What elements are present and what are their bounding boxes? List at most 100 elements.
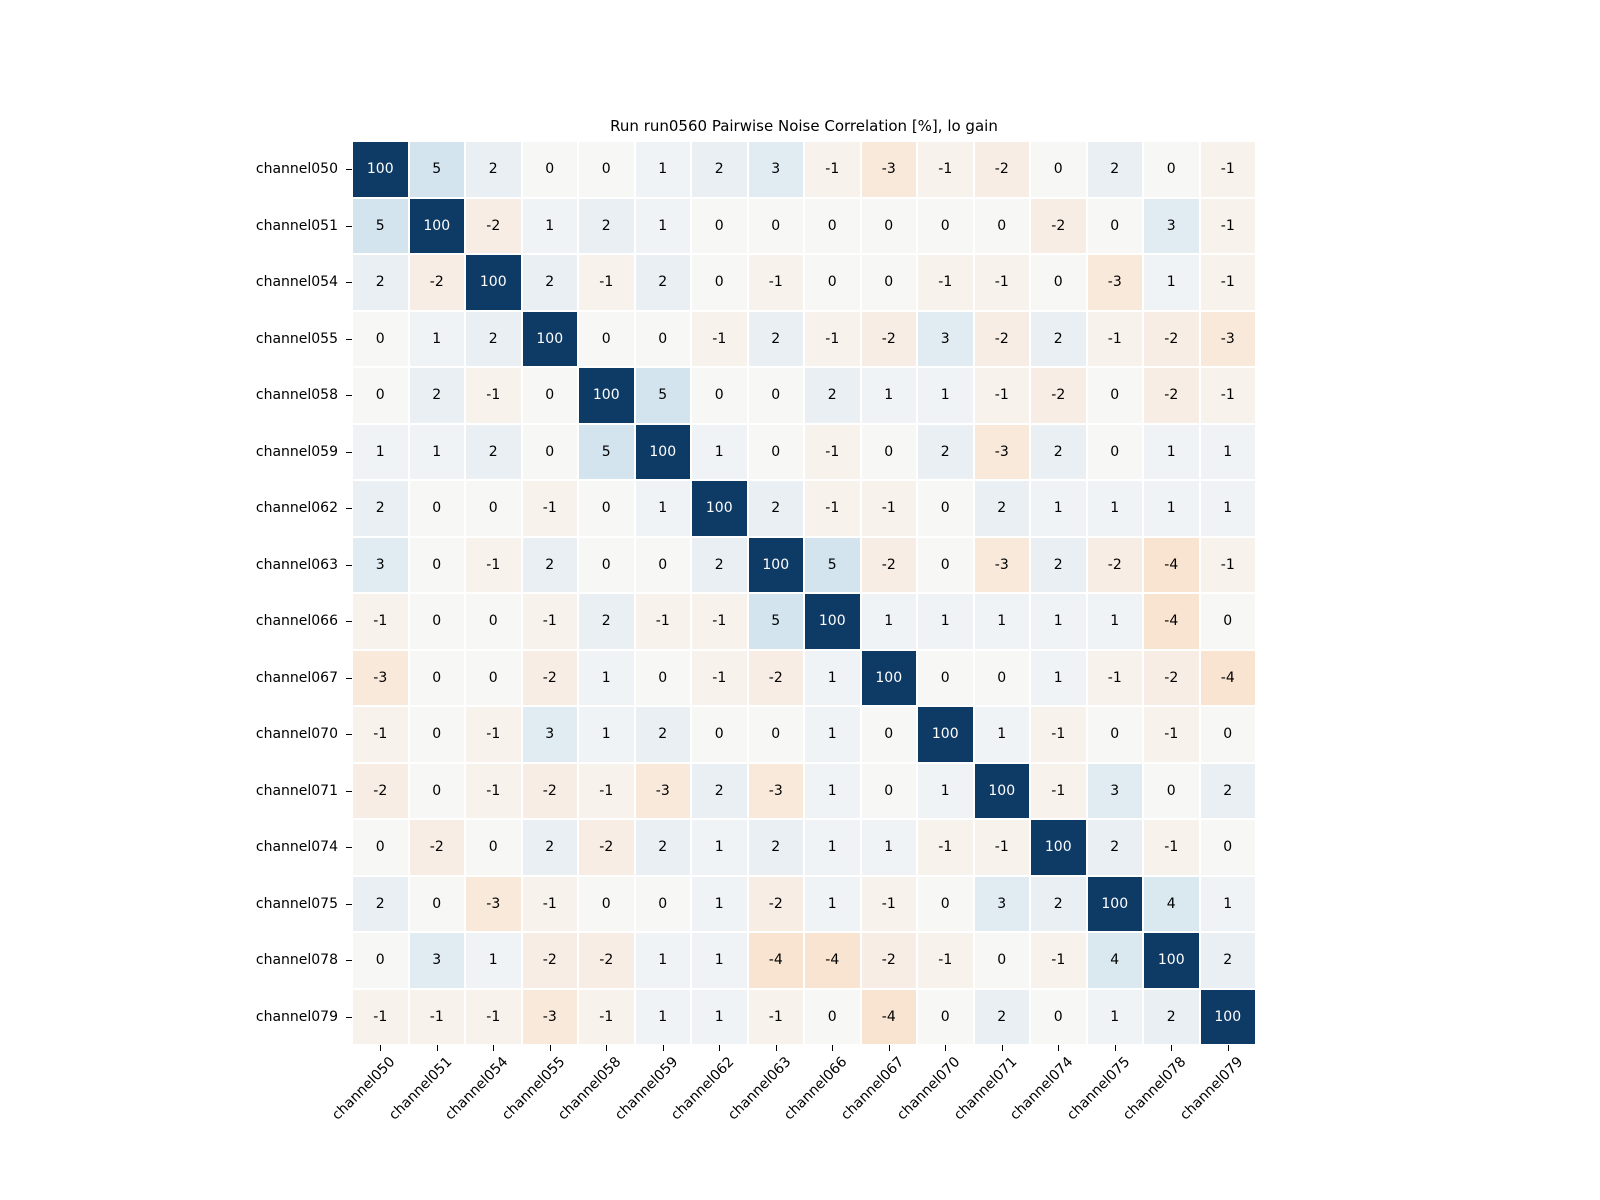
heatmap-cell: 1 xyxy=(860,819,917,876)
heatmap-cell: 2 xyxy=(691,762,748,819)
heatmap-cell: 0 xyxy=(465,649,522,706)
y-tick-mark xyxy=(346,621,352,623)
y-tick-mark xyxy=(346,847,352,849)
heatmap-cell: 2 xyxy=(973,988,1030,1045)
heatmap-cell: 0 xyxy=(521,141,578,198)
heatmap-cell: 3 xyxy=(917,310,974,367)
heatmap-cell: 0 xyxy=(1143,762,1200,819)
heatmap-cell: -1 xyxy=(917,254,974,311)
heatmap-cell: -1 xyxy=(1030,932,1087,989)
heatmap-cell: 5 xyxy=(747,593,804,650)
heatmap-cell: 2 xyxy=(1030,310,1087,367)
heatmap-cell: 100 xyxy=(521,310,578,367)
x-tick-mark xyxy=(606,1045,608,1051)
y-tick-label: channel054 xyxy=(255,274,338,291)
heatmap-cell: 100 xyxy=(1086,875,1143,932)
heatmap-cell: 0 xyxy=(408,480,465,537)
heatmap-cell: -1 xyxy=(917,141,974,198)
heatmap-cell: 2 xyxy=(917,423,974,480)
heatmap-cell: 3 xyxy=(352,536,409,593)
heatmap-cell: 0 xyxy=(747,423,804,480)
heatmap-cell: -2 xyxy=(408,819,465,876)
heatmap-cell: 100 xyxy=(804,593,861,650)
heatmap-cell: 100 xyxy=(352,141,409,198)
heatmap-cell: 1 xyxy=(634,141,691,198)
x-tick-mark xyxy=(719,1045,721,1051)
heatmap-cell: 1 xyxy=(973,593,1030,650)
heatmap-cell: -2 xyxy=(1143,649,1200,706)
heatmap-cell: 3 xyxy=(1143,197,1200,254)
heatmap-cell: 1 xyxy=(1086,593,1143,650)
heatmap-cell: -1 xyxy=(1143,706,1200,763)
heatmap-cell: 2 xyxy=(1143,988,1200,1045)
y-tick-mark xyxy=(346,1016,352,1018)
heatmap-cell: 4 xyxy=(1086,932,1143,989)
heatmap-cell: -2 xyxy=(860,536,917,593)
heatmap-cell: 4 xyxy=(1143,875,1200,932)
heatmap-cell: 0 xyxy=(747,706,804,763)
heatmap-cell: 1 xyxy=(634,988,691,1045)
heatmap-cell: -4 xyxy=(747,932,804,989)
heatmap-cell: 100 xyxy=(973,762,1030,819)
heatmap-cell: 2 xyxy=(408,367,465,424)
heatmap-cell: -1 xyxy=(465,706,522,763)
heatmap-cell: -1 xyxy=(578,254,635,311)
heatmap-cell: 0 xyxy=(1199,706,1256,763)
heatmap-cell: 1 xyxy=(634,197,691,254)
heatmap-cell: -1 xyxy=(1086,649,1143,706)
heatmap-cell: 0 xyxy=(578,536,635,593)
heatmap-cell: 1 xyxy=(917,762,974,819)
heatmap-cell: 1 xyxy=(578,649,635,706)
heatmap-cell: 2 xyxy=(804,367,861,424)
x-tick-mark xyxy=(1114,1045,1116,1051)
heatmap-cell: 0 xyxy=(521,367,578,424)
heatmap-cell: 2 xyxy=(691,141,748,198)
heatmap-cell: 0 xyxy=(804,197,861,254)
heatmap-cell: 1 xyxy=(691,875,748,932)
heatmap-cell: -1 xyxy=(804,310,861,367)
heatmap-grid: 100 5 2 0 0 1 2 3 -1 -3 -1 -2 0 2 0 -1 5 100 -2 1 2 1 0 0 0 0 0 0 -2… xyxy=(352,141,1256,1045)
heatmap-cell: -4 xyxy=(1199,649,1256,706)
heatmap-cell: -3 xyxy=(860,141,917,198)
x-tick-mark xyxy=(549,1045,551,1051)
heatmap-cell: 0 xyxy=(408,649,465,706)
heatmap-cell: -3 xyxy=(521,988,578,1045)
y-tick-label: channel079 xyxy=(255,1008,338,1025)
heatmap-cell: -1 xyxy=(578,988,635,1045)
heatmap-cell: -1 xyxy=(521,875,578,932)
heatmap-cell: -2 xyxy=(1086,536,1143,593)
y-tick-label: channel051 xyxy=(255,217,338,234)
x-tick-mark xyxy=(945,1045,947,1051)
heatmap-cell: 1 xyxy=(804,875,861,932)
heatmap-cell: 0 xyxy=(352,932,409,989)
heatmap-cell: -1 xyxy=(578,762,635,819)
heatmap-cell: 0 xyxy=(917,875,974,932)
heatmap-cell: -1 xyxy=(973,254,1030,311)
y-tick-mark xyxy=(346,903,352,905)
heatmap-cell: -3 xyxy=(747,762,804,819)
heatmap-cell: 0 xyxy=(1086,367,1143,424)
heatmap-cell: 1 xyxy=(634,932,691,989)
heatmap-cell: 2 xyxy=(747,819,804,876)
heatmap-cell: 0 xyxy=(352,367,409,424)
heatmap-cell: 2 xyxy=(521,819,578,876)
heatmap-cell: -1 xyxy=(747,254,804,311)
heatmap-cell: 0 xyxy=(578,480,635,537)
heatmap-cell: 0 xyxy=(804,988,861,1045)
heatmap-cell: 0 xyxy=(352,819,409,876)
heatmap-cell: 0 xyxy=(917,197,974,254)
heatmap-cell: 5 xyxy=(634,367,691,424)
x-tick-mark xyxy=(1171,1045,1173,1051)
heatmap-cell: 2 xyxy=(747,310,804,367)
y-tick-label: channel078 xyxy=(255,952,338,969)
heatmap-cell: -3 xyxy=(973,423,1030,480)
heatmap-cell: 0 xyxy=(578,875,635,932)
y-tick-mark xyxy=(346,169,352,171)
heatmap-cell: 0 xyxy=(747,367,804,424)
heatmap-cell: 0 xyxy=(408,762,465,819)
heatmap-cell: 0 xyxy=(634,875,691,932)
heatmap-cell: -1 xyxy=(1199,141,1256,198)
heatmap-cell: 2 xyxy=(465,423,522,480)
heatmap-cell: -1 xyxy=(1199,367,1256,424)
